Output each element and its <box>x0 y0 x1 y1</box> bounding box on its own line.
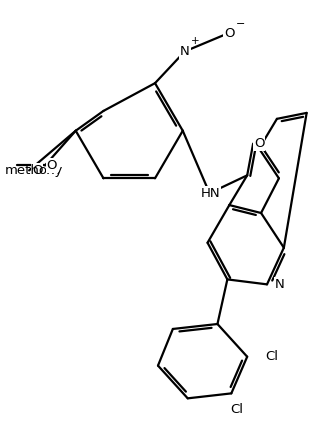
Text: N: N <box>275 278 285 291</box>
Text: methoxy: methoxy <box>4 164 63 177</box>
Text: −: − <box>236 19 246 29</box>
Text: O: O <box>32 164 42 177</box>
Text: O: O <box>47 159 57 172</box>
Text: O: O <box>224 27 235 40</box>
Text: Cl: Cl <box>230 403 243 416</box>
Text: N: N <box>180 45 190 58</box>
Text: +: + <box>191 37 199 46</box>
Text: Cl: Cl <box>265 350 278 363</box>
Text: HN: HN <box>201 187 220 200</box>
Text: O: O <box>254 137 264 150</box>
